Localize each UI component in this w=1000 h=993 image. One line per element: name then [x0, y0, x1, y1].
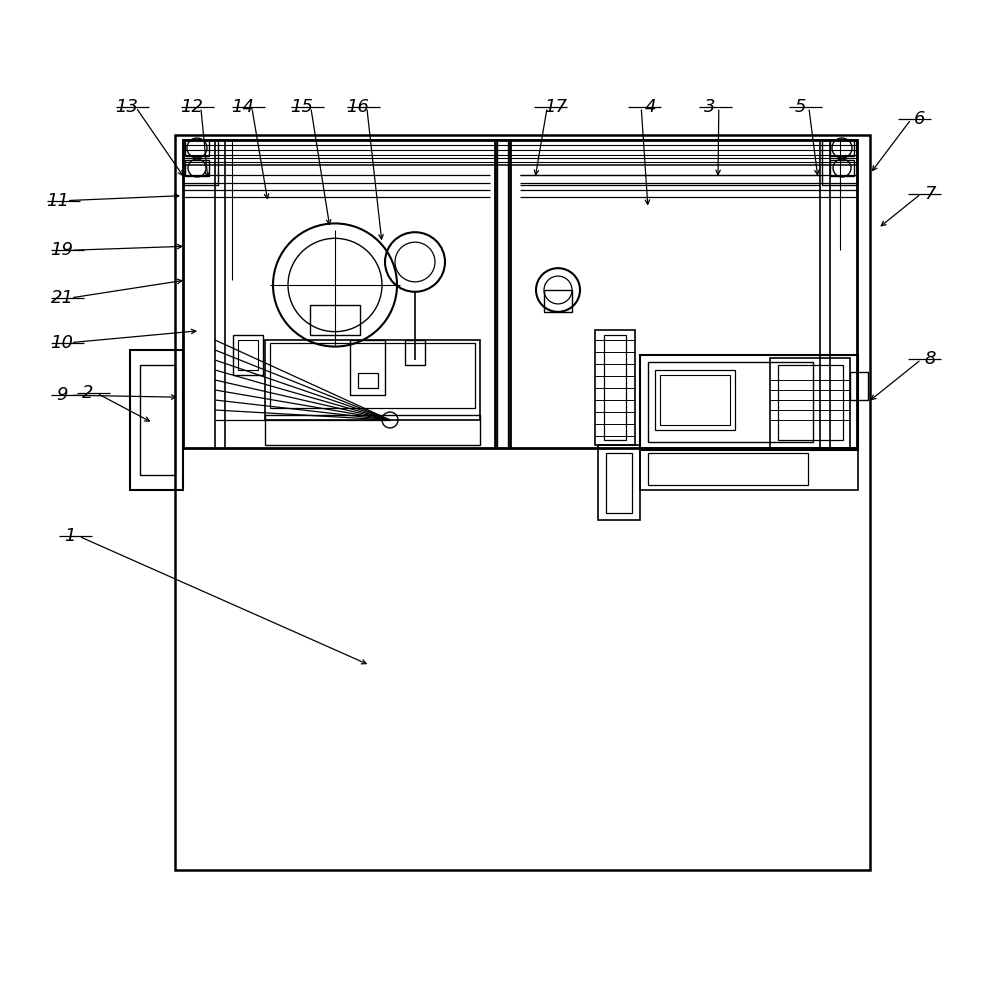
Bar [183, 140, 857, 165]
Bar [544, 290, 572, 312]
Text: 5: 5 [794, 98, 806, 116]
Bar [140, 365, 175, 475]
Text: 4: 4 [644, 98, 656, 116]
Text: 21: 21 [50, 289, 74, 307]
Bar [648, 362, 813, 442]
Text: 11: 11 [46, 192, 70, 210]
Bar [770, 358, 850, 448]
Text: 8: 8 [924, 351, 936, 368]
Text: 9: 9 [56, 386, 68, 404]
Bar [185, 160, 209, 176]
Bar [604, 335, 626, 440]
Bar [238, 340, 258, 370]
Bar [270, 343, 475, 408]
Bar [822, 140, 857, 185]
Text: 2: 2 [82, 384, 94, 402]
Bar [350, 340, 385, 395]
Text: 14: 14 [232, 98, 254, 116]
Text: 15: 15 [290, 98, 314, 116]
Text: 19: 19 [50, 241, 74, 259]
Bar [606, 453, 632, 513]
Text: 16: 16 [347, 98, 370, 116]
Text: 1: 1 [64, 527, 76, 545]
Bar [130, 350, 183, 490]
Bar [310, 305, 360, 335]
Text: 12: 12 [180, 98, 204, 116]
Bar [640, 355, 858, 450]
Text: 3: 3 [704, 98, 716, 116]
Bar [183, 140, 857, 448]
Text: 7: 7 [924, 185, 936, 203]
Bar [233, 335, 263, 375]
Text: 6: 6 [914, 110, 926, 128]
Bar [850, 372, 868, 400]
Bar [265, 340, 480, 420]
Text: 10: 10 [50, 334, 74, 352]
Bar [595, 330, 635, 445]
Bar [830, 140, 854, 156]
Bar [358, 373, 378, 388]
Bar [265, 415, 480, 445]
Bar [655, 370, 735, 430]
Bar [640, 448, 858, 490]
Bar [185, 140, 209, 156]
Bar [598, 445, 640, 520]
Bar [175, 135, 870, 870]
Bar [830, 160, 854, 176]
Bar [778, 365, 843, 440]
Bar [183, 140, 218, 185]
Text: 17: 17 [544, 98, 568, 116]
Text: 13: 13 [116, 98, 138, 116]
Bar [660, 375, 730, 425]
Bar [648, 453, 808, 485]
Bar [405, 340, 425, 365]
